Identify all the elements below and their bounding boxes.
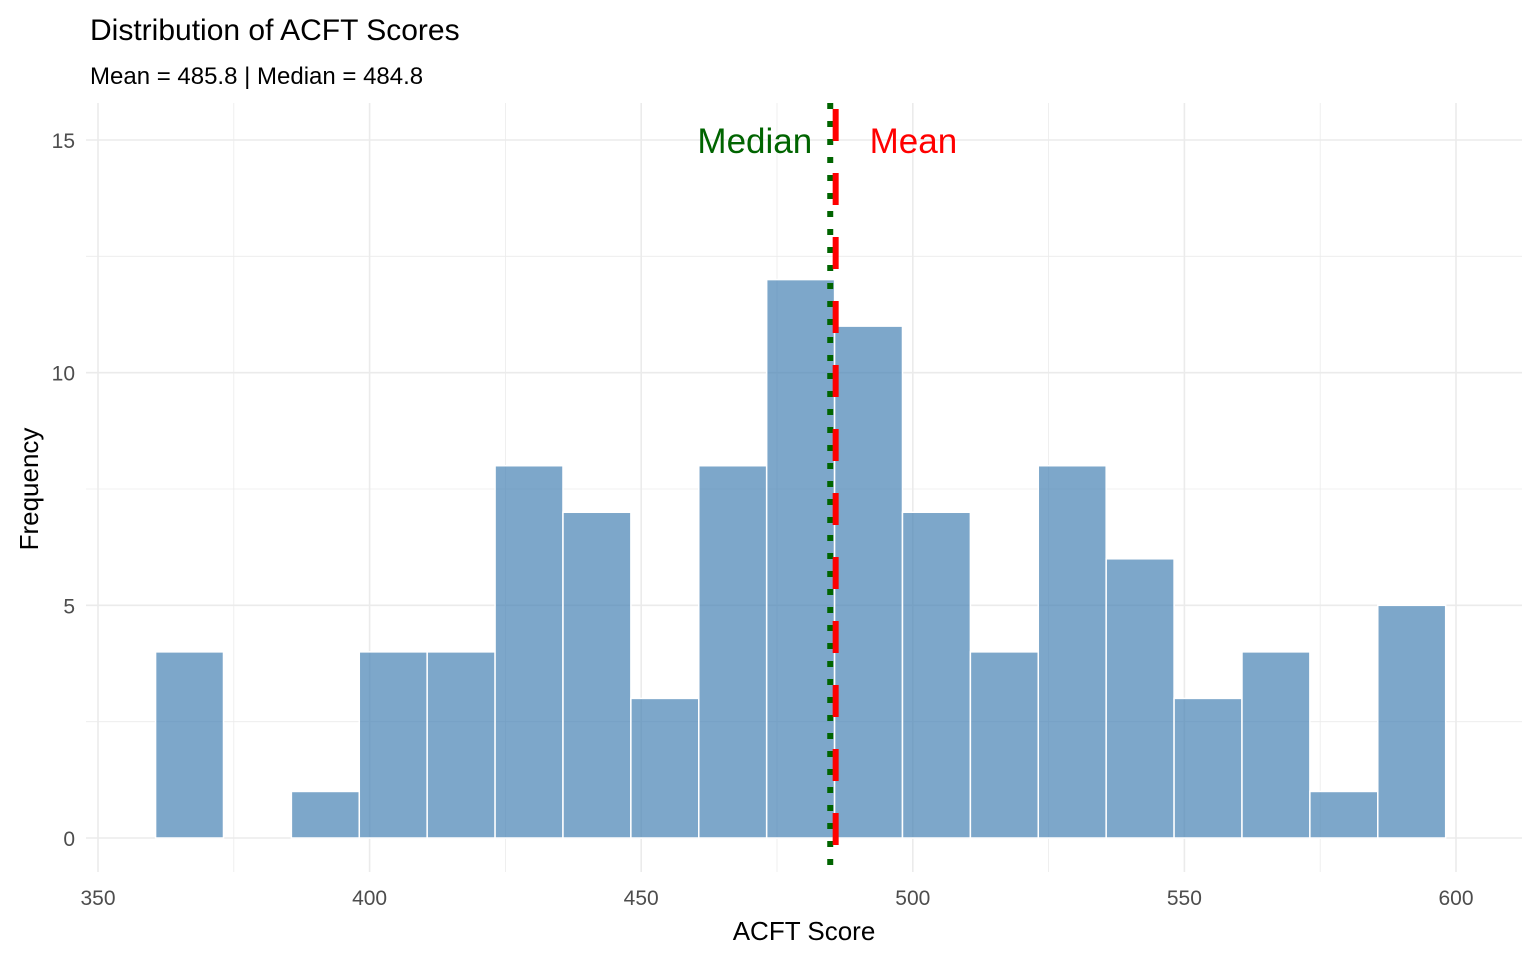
x-tick-label: 450 [624,887,659,910]
x-tick-label: 600 [1438,887,1473,910]
x-tick-label: 550 [1167,887,1202,910]
histogram-bar [765,278,836,839]
x-tick-label: 400 [352,887,387,910]
bars-layer [154,278,1447,839]
histogram-bar [630,697,700,839]
histogram-bar [358,651,428,839]
histogram-bar [1241,651,1311,839]
y-tick-label: 10 [52,363,75,386]
histogram-bar [426,651,496,839]
x-tick-label: 500 [895,887,930,910]
histogram-bar [901,511,972,839]
median-annotation: Median [697,122,812,161]
histogram-bar [562,511,632,839]
x-tick-label: 350 [80,887,115,910]
histogram-bar [1173,697,1243,839]
histogram-bar [1309,790,1379,839]
histogram-bar [494,464,564,839]
tick-labels-layer: 350 400 450 500 550 600 0 5 10 15 [52,130,1474,910]
mean-annotation: Mean [870,122,958,161]
histogram-bar [154,651,225,839]
chart-subtitle: Mean = 485.8 | Median = 484.8 [90,63,423,90]
histogram-bar [698,464,768,839]
reference-lines-layer: Median Mean [697,103,957,872]
histogram-bar [969,651,1040,839]
y-tick-label: 15 [52,130,75,153]
histogram-bar [833,325,904,839]
histogram-bar [1377,604,1447,839]
x-axis-label: ACFT Score [733,916,876,946]
y-axis-label: Frequency [14,428,44,551]
histogram-bar [1105,558,1175,839]
histogram-bar [290,790,361,839]
chart-title: Distribution of ACFT Scores [90,14,460,47]
histogram-bar [1037,464,1107,839]
y-tick-label: 0 [63,828,75,851]
y-tick-label: 5 [63,595,75,618]
